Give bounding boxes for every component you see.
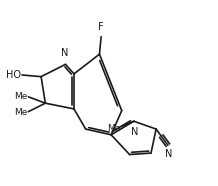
Text: N: N (131, 127, 138, 137)
Text: Me: Me (14, 92, 27, 101)
Text: N: N (61, 48, 68, 58)
Text: HO: HO (6, 70, 21, 80)
Text: N: N (165, 149, 172, 159)
Text: Me: Me (14, 108, 27, 117)
Text: F: F (98, 22, 104, 32)
Text: Me: Me (107, 124, 120, 133)
